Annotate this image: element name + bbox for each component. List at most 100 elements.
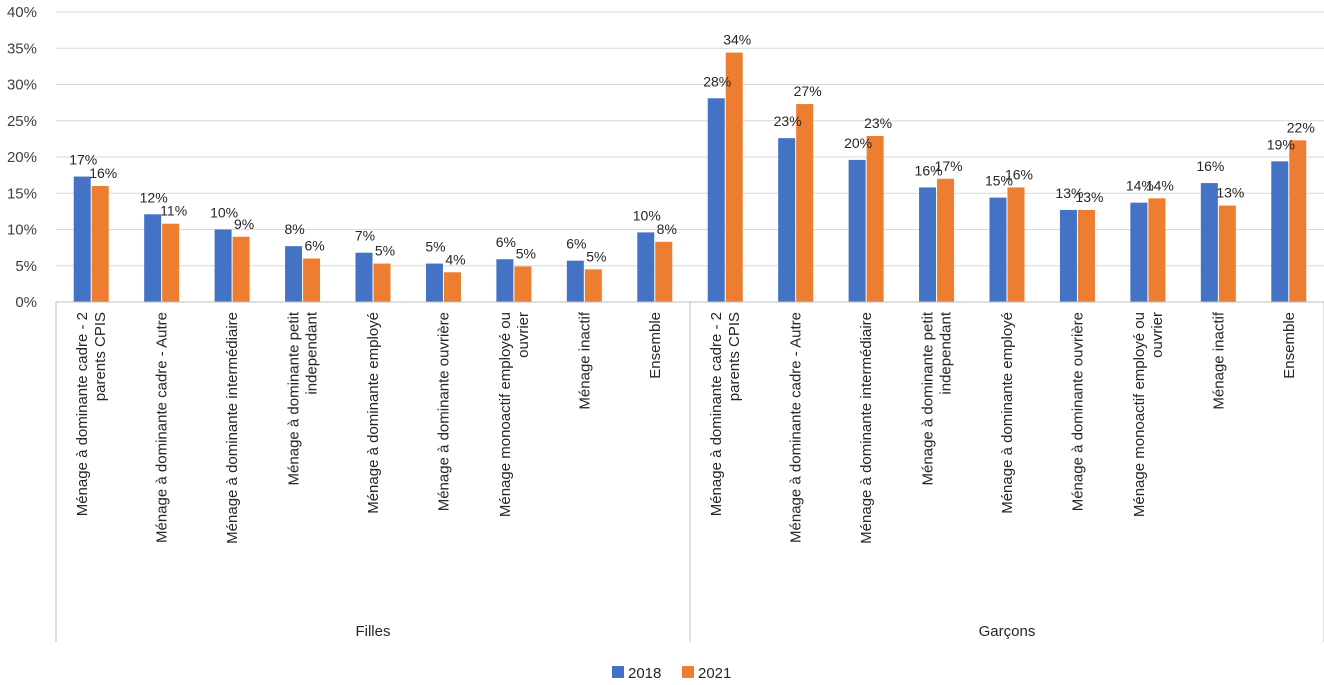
legend-label-2021: 2021 [698, 665, 731, 682]
bar-garons-2018-4 [919, 187, 937, 302]
bar-filles-2021-7 [514, 266, 532, 302]
data-label: 5% [375, 243, 395, 259]
x-category-label: Ménage à dominante employé [999, 312, 1016, 514]
x-group-label: Filles [355, 623, 390, 640]
bar-garons-2021-6 [1077, 209, 1095, 302]
data-label: 6% [496, 234, 516, 250]
x-category-label: Ménage à dominante cadre - Autre [788, 312, 805, 543]
x-category-label: independant [938, 311, 955, 394]
data-label: 8% [284, 221, 304, 237]
data-label: 17% [69, 152, 97, 168]
x-category-label: Ménage à dominante petit [286, 311, 303, 485]
data-label: 6% [304, 238, 324, 254]
bar-filles-2018-9 [637, 232, 655, 302]
bar-garons-2021-2 [796, 104, 814, 302]
data-label: 13% [1075, 189, 1103, 205]
y-tick-label: 15% [7, 185, 37, 202]
y-tick-label: 20% [7, 149, 37, 166]
bar-filles-2018-6 [425, 263, 443, 302]
bar-garons-2018-1 [707, 98, 725, 303]
bar-garons-2018-6 [1059, 209, 1077, 302]
y-tick-label: 10% [7, 222, 37, 239]
y-tick-label: 5% [15, 258, 37, 275]
data-label: 16% [915, 162, 943, 178]
legend: 2018 2021 [612, 665, 731, 682]
legend-label-2018: 2018 [628, 665, 661, 682]
legend-swatch-2018 [612, 666, 624, 678]
bar-garons-2018-2 [778, 138, 796, 302]
bar-filles-2018-7 [496, 259, 514, 302]
data-label: 16% [1005, 166, 1033, 182]
data-label: 22% [1287, 119, 1315, 135]
y-tick-label: 35% [7, 40, 37, 57]
x-category-label: Ménage à dominante employé [365, 312, 382, 514]
bar-filles-2021-9 [655, 241, 673, 302]
y-tick-label: 25% [7, 113, 37, 130]
x-category-label: Ménage à dominante intermédiaire [858, 312, 875, 544]
x-category-label: Ensemble [647, 312, 664, 379]
data-label: 5% [586, 248, 606, 264]
bar-filles-2018-1 [73, 176, 91, 302]
data-label: 23% [864, 115, 892, 131]
x-category-label: Ménage à dominante intermédiaire [224, 312, 241, 544]
data-label: 5% [516, 245, 536, 261]
bar-garons-2018-8 [1200, 183, 1218, 302]
x-category-label: independant [304, 311, 321, 394]
x-category-label: parents CPIS [726, 312, 743, 401]
x-category-label: Ménage inactif [576, 311, 593, 409]
bar-filles-2021-8 [584, 269, 602, 302]
data-label: 19% [1267, 136, 1295, 152]
bar-garons-2021-8 [1218, 205, 1236, 302]
data-label: 14% [1126, 178, 1154, 194]
bar-filles-2018-8 [566, 260, 584, 302]
x-category-label: ouvrier [1149, 312, 1166, 358]
bar-filles-2018-2 [144, 214, 162, 302]
data-label: 4% [445, 251, 465, 267]
data-label: 27% [794, 83, 822, 99]
x-category-label: Ensemble [1281, 312, 1298, 379]
bar-garons-2021-3 [866, 135, 884, 302]
legend-swatch-2021 [682, 666, 694, 678]
x-category-label: Ménage à dominante cadre - 2 [74, 312, 91, 516]
y-tick-label: 40% [7, 4, 37, 21]
data-label: 9% [234, 216, 254, 232]
data-label: 10% [210, 205, 238, 221]
data-label: 7% [355, 228, 375, 244]
x-category-label: Ménage à dominante petit [920, 311, 937, 485]
x-category-label: Ménage à dominante ouvrière [435, 312, 452, 511]
data-label: 28% [703, 73, 731, 89]
bar-filles-2018-3 [214, 229, 232, 302]
gridlines [56, 11, 1324, 267]
bars [73, 52, 1307, 303]
bar-filles-2018-5 [355, 252, 373, 302]
x-axis: Ménage à dominante cadre - 2 parents CPIS… [55, 301, 1324, 642]
data-label: 13% [1055, 185, 1083, 201]
x-category-label: Ménage à dominante ouvrière [1069, 312, 1086, 511]
data-label: 13% [1216, 185, 1244, 201]
data-label: 14% [1146, 177, 1174, 193]
data-label: 11% [160, 203, 187, 219]
x-category-label: ouvrier [515, 312, 532, 358]
x-category-label: Ménage inactif [1210, 311, 1227, 409]
bar-garons-2021-5 [1007, 187, 1025, 302]
x-category-label: Ménage monoactif employé ou [497, 312, 514, 517]
x-category-label: Ménage monoactif employé ou [1131, 312, 1148, 517]
data-label: 20% [844, 135, 872, 151]
bar-filles-2021-4 [303, 258, 321, 302]
data-label: 23% [774, 113, 802, 129]
bar-filles-2021-5 [373, 263, 391, 302]
bar-garons-2018-7 [1130, 202, 1148, 302]
data-labels: 17%16%12%11% 10%9% 8%6%7%5% 5%4%6%5%6%5%10%… [69, 32, 1315, 268]
x-category-label: parents CPIS [92, 312, 109, 401]
bar-filles-2021-3 [232, 236, 250, 302]
bar-garons-2021-9 [1289, 140, 1307, 302]
x-category-label: Ménage à dominante cadre - Autre [154, 312, 171, 543]
y-axis: 0% 5% 10% 15% 20% 25% 30% 35% 40% [7, 4, 37, 311]
data-label: 10% [633, 207, 661, 223]
data-label: 34% [723, 32, 751, 48]
x-group-label: Garçons [979, 623, 1036, 640]
data-label: 8% [657, 221, 677, 237]
data-label: 15% [985, 173, 1013, 189]
bar-garons-2021-4 [937, 178, 955, 302]
